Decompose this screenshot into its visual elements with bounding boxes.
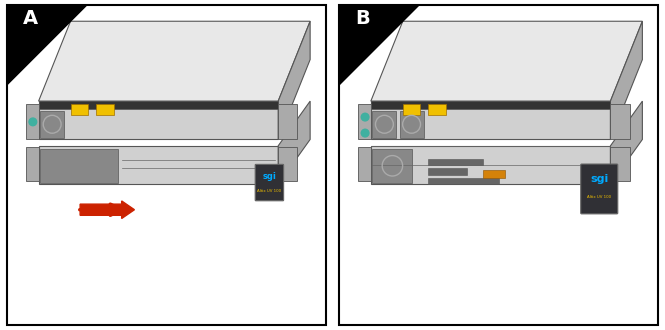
Polygon shape: [428, 159, 483, 165]
Text: A: A: [23, 10, 38, 28]
Circle shape: [29, 118, 37, 126]
Polygon shape: [358, 104, 371, 140]
Polygon shape: [39, 146, 278, 184]
Text: Altix UV 100: Altix UV 100: [257, 188, 281, 193]
Polygon shape: [483, 170, 505, 178]
Circle shape: [407, 119, 416, 129]
Circle shape: [361, 113, 369, 121]
Polygon shape: [40, 111, 64, 138]
Polygon shape: [39, 21, 310, 101]
FancyBboxPatch shape: [581, 164, 618, 214]
Circle shape: [380, 119, 389, 129]
Polygon shape: [610, 101, 642, 184]
Polygon shape: [610, 21, 642, 140]
Text: sgi: sgi: [263, 172, 277, 181]
Polygon shape: [70, 104, 88, 116]
Polygon shape: [610, 148, 630, 181]
Polygon shape: [26, 148, 39, 181]
Polygon shape: [278, 21, 310, 140]
Circle shape: [361, 129, 369, 137]
Polygon shape: [26, 104, 39, 140]
Polygon shape: [39, 101, 278, 109]
Polygon shape: [371, 146, 610, 184]
Text: B: B: [355, 10, 370, 28]
Polygon shape: [371, 101, 610, 140]
Polygon shape: [278, 101, 310, 184]
FancyBboxPatch shape: [255, 164, 283, 201]
Polygon shape: [400, 111, 424, 138]
Polygon shape: [372, 111, 396, 138]
Circle shape: [47, 119, 57, 129]
FancyArrow shape: [80, 201, 134, 218]
Polygon shape: [610, 104, 630, 140]
Polygon shape: [428, 178, 499, 184]
Polygon shape: [372, 149, 412, 182]
Polygon shape: [7, 5, 86, 85]
Polygon shape: [40, 149, 118, 182]
Polygon shape: [39, 101, 278, 140]
Polygon shape: [428, 104, 446, 116]
Polygon shape: [428, 168, 467, 175]
Polygon shape: [403, 104, 420, 116]
Text: sgi: sgi: [590, 174, 608, 184]
Polygon shape: [278, 148, 297, 181]
Polygon shape: [96, 104, 114, 116]
Polygon shape: [358, 148, 371, 181]
Polygon shape: [278, 104, 297, 140]
Polygon shape: [371, 101, 610, 109]
Text: Altix UV 100: Altix UV 100: [587, 195, 611, 199]
Polygon shape: [339, 5, 419, 85]
Polygon shape: [371, 21, 642, 101]
